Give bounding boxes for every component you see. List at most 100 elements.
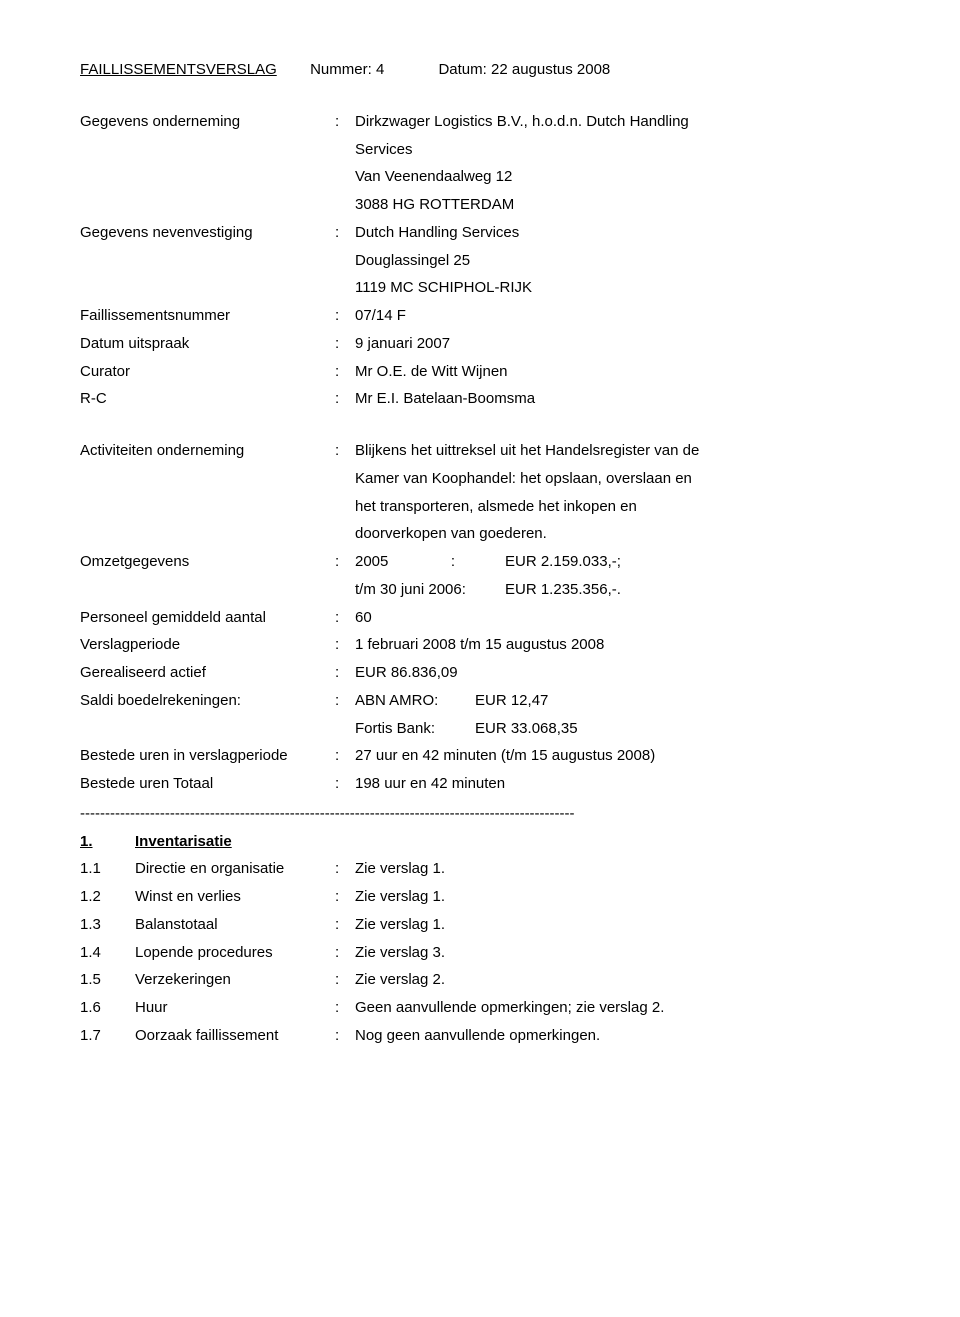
section-1-title: Inventarisatie: [135, 828, 232, 856]
colon: :: [335, 548, 355, 576]
but-label: Bestede uren Totaal: [80, 770, 335, 798]
colon: :: [335, 1022, 355, 1050]
but-value: 198 uur en 42 minuten: [355, 770, 880, 798]
section-1-item: 1.1Directie en organisatie:Zie verslag 1…: [80, 855, 880, 883]
datum-uitspraak-label: Datum uitspraak: [80, 330, 335, 358]
verslagperiode-value: 1 februari 2008 t/m 15 augustus 2008: [355, 631, 880, 659]
item-value: Zie verslag 1.: [355, 883, 880, 911]
omzet-y1-val: EUR 2.159.033,-;: [505, 548, 880, 576]
personeel-value: 60: [355, 604, 880, 632]
gegevens-onderneming-l4: 3088 HG ROTTERDAM: [80, 191, 880, 219]
saldi-line1: ABN AMRO: EUR 12,47: [355, 687, 880, 715]
activiteiten-l1: Blijkens het uittreksel uit het Handelsr…: [355, 437, 880, 465]
colon: :: [335, 994, 355, 1022]
personeel-label: Personeel gemiddeld aantal: [80, 604, 335, 632]
colon: :: [335, 631, 355, 659]
datum-value: 22 augustus 2008: [491, 61, 610, 78]
verslagperiode-label: Verslagperiode: [80, 631, 335, 659]
colon: :: [335, 770, 355, 798]
section-1-item: 1.4Lopende procedures:Zie verslag 3.: [80, 939, 880, 967]
doc-title: FAILLISSEMENTSVERSLAG: [80, 61, 277, 78]
curator-label: Curator: [80, 358, 335, 386]
colon: :: [335, 911, 355, 939]
gegevens-nv-label: Gegevens nevenvestiging: [80, 219, 335, 247]
gerealiseerd-value: EUR 86.836,09: [355, 659, 880, 687]
gegevens-onderneming-l3: Van Veenendaalweg 12: [80, 163, 880, 191]
row-gerealiseerd: Gerealiseerd actief : EUR 86.836,09: [80, 659, 880, 687]
section-1-num: 1.: [80, 828, 135, 856]
activiteiten-label: Activiteiten onderneming: [80, 437, 335, 465]
row-but: Bestede uren Totaal : 198 uur en 42 minu…: [80, 770, 880, 798]
nummer-label: Nummer:: [310, 61, 372, 78]
section-1-heading: 1. Inventarisatie: [80, 828, 880, 856]
saldi-c1b: Fortis Bank:: [355, 715, 475, 743]
row-curator: Curator : Mr O.E. de Witt Wijnen: [80, 358, 880, 386]
omzet-line2: t/m 30 juni 2006: EUR 1.235.356,-.: [80, 576, 880, 604]
saldi-line2: Fortis Bank: EUR 33.068,35: [80, 715, 880, 743]
item-index: 1.3: [80, 911, 135, 939]
item-label: Balanstotaal: [135, 911, 335, 939]
section-1-item: 1.7Oorzaak faillissement:Nog geen aanvul…: [80, 1022, 880, 1050]
omzet-y1-colon: :: [451, 553, 455, 570]
colon: :: [335, 883, 355, 911]
colon: :: [335, 604, 355, 632]
omzet-y1-lbl: 2005: [355, 553, 388, 570]
colon: :: [335, 939, 355, 967]
colon: :: [335, 302, 355, 330]
row-rc: R-C : Mr E.I. Batelaan-Boomsma: [80, 385, 880, 413]
omzet-y2-val: EUR 1.235.356,-.: [505, 576, 880, 604]
item-label: Directie en organisatie: [135, 855, 335, 883]
gegevens-nv-l2: Douglassingel 25: [80, 247, 880, 275]
section-1-item: 1.6Huur:Geen aanvullende opmerkingen; zi…: [80, 994, 880, 1022]
colon: :: [335, 385, 355, 413]
colon: :: [335, 219, 355, 247]
colon: :: [335, 330, 355, 358]
item-index: 1.5: [80, 966, 135, 994]
activiteiten-l4: doorverkopen van goederen.: [80, 520, 880, 548]
gegevens-onderneming-l1: Dirkzwager Logistics B.V., h.o.d.n. Dutc…: [355, 108, 880, 136]
omzet-label: Omzetgegevens: [80, 548, 335, 576]
datum-label: Datum:: [438, 61, 486, 78]
row-gegevens-nv: Gegevens nevenvestiging : Dutch Handling…: [80, 219, 880, 247]
bup-label: Bestede uren in verslagperiode: [80, 742, 335, 770]
header-line: FAILLISSEMENTSVERSLAG Nummer: 4 Datum: 2…: [80, 56, 880, 84]
activiteiten-l2: Kamer van Koophandel: het opslaan, overs…: [80, 465, 880, 493]
divider-dashes: ----------------------------------------…: [80, 800, 880, 828]
saldi-c2b: EUR 33.068,35: [475, 715, 880, 743]
gegevens-nv-l3: 1119 MC SCHIPHOL-RIJK: [80, 274, 880, 302]
section-1-item: 1.2Winst en verlies:Zie verslag 1.: [80, 883, 880, 911]
row-datum-uitspraak: Datum uitspraak : 9 januari 2007: [80, 330, 880, 358]
row-omzet: Omzetgegevens : 2005 : EUR 2.159.033,-;: [80, 548, 880, 576]
item-value: Zie verslag 1.: [355, 911, 880, 939]
curator-value: Mr O.E. de Witt Wijnen: [355, 358, 880, 386]
colon: :: [335, 966, 355, 994]
item-value: Zie verslag 2.: [355, 966, 880, 994]
item-value: Zie verslag 3.: [355, 939, 880, 967]
omzet-line1: 2005 : EUR 2.159.033,-;: [355, 548, 880, 576]
row-verslagperiode: Verslagperiode : 1 februari 2008 t/m 15 …: [80, 631, 880, 659]
row-gegevens-onderneming: Gegevens onderneming : Dirkzwager Logist…: [80, 108, 880, 136]
item-label: Oorzaak faillissement: [135, 1022, 335, 1050]
saldi-c2a: EUR 12,47: [475, 687, 880, 715]
item-index: 1.4: [80, 939, 135, 967]
gegevens-onderneming-label: Gegevens onderneming: [80, 108, 335, 136]
row-saldi: Saldi boedelrekeningen: : ABN AMRO: EUR …: [80, 687, 880, 715]
item-label: Huur: [135, 994, 335, 1022]
colon: :: [335, 437, 355, 465]
colon: :: [335, 659, 355, 687]
gegevens-nv-l1: Dutch Handling Services: [355, 219, 880, 247]
activiteiten-l3: het transporteren, alsmede het inkopen e…: [80, 493, 880, 521]
item-index: 1.2: [80, 883, 135, 911]
section-1-item: 1.5Verzekeringen:Zie verslag 2.: [80, 966, 880, 994]
datum-uitspraak-value: 9 januari 2007: [355, 330, 880, 358]
colon: :: [335, 742, 355, 770]
saldi-label: Saldi boedelrekeningen:: [80, 687, 335, 715]
item-index: 1.1: [80, 855, 135, 883]
colon: :: [335, 687, 355, 715]
item-index: 1.7: [80, 1022, 135, 1050]
section-1-item: 1.3Balanstotaal:Zie verslag 1.: [80, 911, 880, 939]
colon: :: [335, 358, 355, 386]
bup-value: 27 uur en 42 minuten (t/m 15 augustus 20…: [355, 742, 880, 770]
rc-label: R-C: [80, 385, 335, 413]
item-label: Lopende procedures: [135, 939, 335, 967]
